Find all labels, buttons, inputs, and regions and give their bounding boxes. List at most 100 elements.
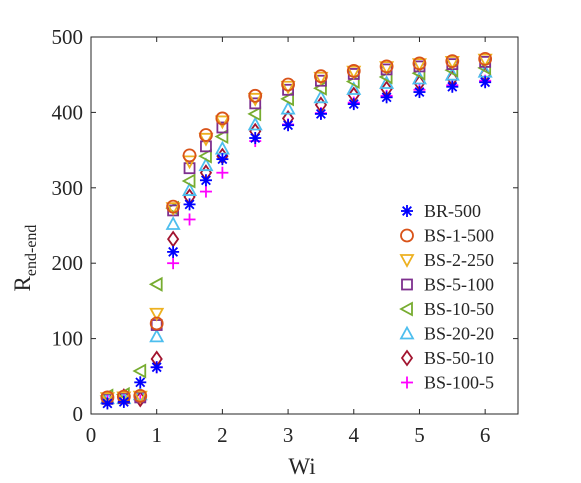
y-tick-label: 100: [52, 327, 84, 351]
data-point: [283, 120, 294, 131]
data-point: [151, 362, 162, 373]
data-point: [477, 53, 493, 68]
data-point: [216, 153, 229, 166]
data-point: [411, 58, 427, 73]
data-point: [198, 148, 212, 164]
data-point: [165, 202, 181, 217]
data-point: [217, 154, 228, 165]
data-point: [478, 51, 493, 66]
data-point: [201, 175, 211, 186]
data-point: [199, 128, 213, 142]
data-point: [181, 173, 196, 189]
data-point: [444, 55, 460, 70]
y-axis-label: Rend-end: [10, 225, 40, 292]
data-point: [280, 100, 296, 115]
data-point: [346, 81, 362, 95]
data-point: [182, 182, 198, 196]
series-BR-500: [101, 76, 492, 410]
legend-marker: [401, 278, 413, 291]
legend-marker: [400, 349, 414, 367]
data-point: [346, 64, 361, 78]
legend-marker: [401, 376, 413, 389]
data-point: [347, 98, 360, 111]
data-point: [282, 83, 294, 96]
data-point: [445, 54, 460, 69]
legend-marker: [401, 278, 413, 291]
data-point: [249, 97, 262, 110]
data-point: [379, 61, 395, 76]
data-point: [248, 88, 263, 103]
plot-area: [99, 51, 493, 410]
data-point: [249, 97, 262, 110]
legend-label: BS-50-10: [424, 348, 494, 368]
data-point: [411, 58, 427, 73]
data-point: [149, 307, 165, 322]
data-point: [379, 59, 394, 74]
data-point: [167, 230, 180, 248]
data-point: [101, 397, 114, 410]
data-point: [198, 157, 214, 172]
data-point: [247, 92, 263, 107]
data-point: [445, 54, 460, 69]
legend-label: BS-10-50: [424, 299, 494, 319]
data-point: [282, 83, 294, 96]
data-point: [280, 80, 296, 95]
data-point: [132, 363, 147, 379]
legend-marker: [399, 254, 415, 268]
data-point: [313, 71, 329, 86]
data-point: [414, 87, 425, 97]
data-point: [168, 246, 179, 257]
data-point: [132, 390, 148, 405]
axes: 0 1 2 3 4 5 6 0 100 200 300 400 500: [52, 25, 519, 447]
legend-marker: [399, 325, 415, 340]
data-point: [99, 392, 115, 407]
data-point: [182, 155, 198, 170]
legend: BR-500 BS-1-500 BS-2-250 BS-5-100 BS-10-50 BS…: [399, 201, 494, 393]
data-point: [199, 174, 212, 187]
data-point: [102, 398, 113, 409]
legend-marker: [399, 301, 413, 317]
data-point: [346, 65, 362, 80]
data-point: [313, 89, 329, 104]
data-point: [282, 119, 295, 132]
data-point: [314, 69, 328, 84]
data-point: [313, 89, 329, 104]
legend-label: BS-1-500: [424, 226, 494, 246]
legend-marker: [402, 206, 412, 216]
x-tick-label: 4: [349, 423, 360, 447]
data-point: [167, 230, 180, 248]
data-point: [250, 133, 261, 143]
data-point: [183, 213, 196, 226]
data-point: [133, 389, 148, 403]
data-point: [166, 199, 181, 214]
data-point: [247, 92, 263, 107]
data-point: [149, 307, 165, 322]
x-tick-label: 3: [283, 423, 294, 447]
data-point: [132, 363, 147, 379]
data-point: [379, 59, 394, 74]
data-point: [149, 328, 165, 343]
data-point: [348, 99, 359, 110]
y-tick-label: 200: [52, 251, 84, 275]
y-tick-label: 500: [52, 25, 84, 49]
legend-label: BS-2-250: [424, 250, 494, 270]
data-point: [313, 71, 329, 86]
data-point: [199, 128, 213, 142]
data-point: [247, 116, 263, 131]
data-point: [447, 81, 458, 92]
legend-marker: [400, 349, 414, 367]
y-tick-label: 400: [52, 100, 84, 124]
legend-marker: [401, 205, 413, 217]
y-tick-label: 0: [73, 402, 84, 426]
data-point: [117, 395, 130, 408]
legend-label: BS-5-100: [424, 275, 494, 295]
data-point: [183, 162, 196, 175]
data-point: [133, 389, 148, 403]
data-point: [135, 377, 146, 388]
data-point: [165, 202, 181, 217]
data-point: [446, 80, 459, 93]
data-point: [214, 129, 229, 145]
data-point: [280, 80, 296, 95]
data-point: [248, 88, 263, 103]
data-point: [444, 55, 460, 70]
